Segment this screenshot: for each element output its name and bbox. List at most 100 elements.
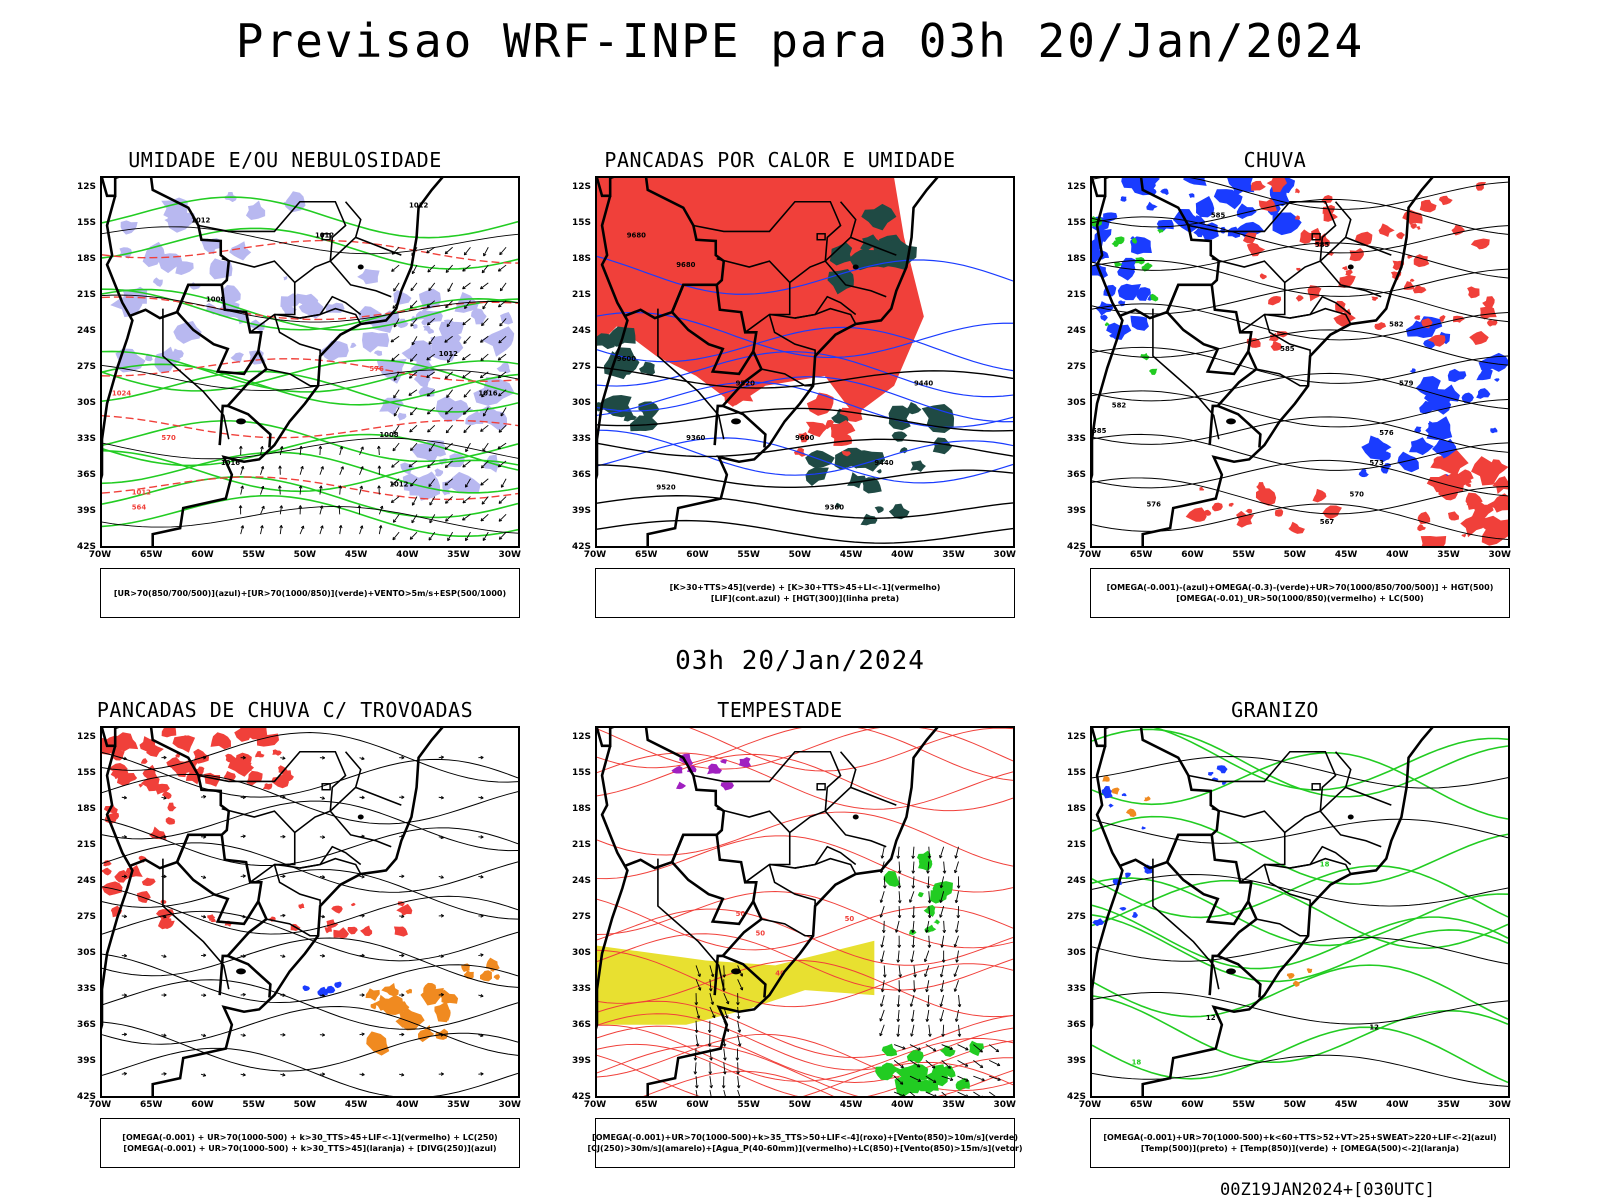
precipitable-water-contour [597, 1025, 1013, 1083]
temp850-contour-green [1092, 751, 1508, 820]
lon-tick-label: 35W [942, 1100, 965, 1110]
rain-area-red [1270, 341, 1282, 351]
wind850-vector [911, 855, 915, 859]
country-border [102, 195, 134, 480]
legend-line: [OMEGA(-0.001) + UR>70(1000-500) + k>30_… [122, 1133, 498, 1142]
omega-area-blue [1213, 189, 1243, 210]
wind-vector [427, 429, 431, 433]
omega-area-blue [1117, 283, 1142, 301]
wind850-vector [723, 965, 725, 978]
wind-vector [462, 371, 471, 379]
humidity-area-blue [412, 324, 418, 329]
omega-area-blue [1227, 178, 1255, 197]
wind-vector [390, 339, 395, 343]
temp500-contour [1092, 992, 1508, 1025]
legend-line: [K>30+TTS>45](verde) + [K>30+TTS>45+LI<-… [669, 583, 941, 592]
wind850-vector [942, 1024, 945, 1037]
streamline-arrow [440, 914, 444, 918]
instability-area-green [805, 467, 829, 487]
wind850-vector [694, 1062, 697, 1075]
df-box [321, 233, 331, 241]
hgt300-contour [597, 464, 1013, 489]
wind-vector [480, 424, 489, 432]
streamline-arrow [202, 795, 207, 799]
wind-vector [462, 353, 471, 361]
state-border [850, 236, 897, 256]
wind-vector [240, 525, 244, 535]
wind850-vector [928, 906, 931, 918]
wind-vector [445, 514, 453, 522]
wind850-vector [879, 1018, 883, 1022]
wind-vector [482, 537, 486, 542]
wind850-vector [942, 929, 947, 933]
humidity-area-blue [171, 348, 184, 359]
omega-area-blue [1100, 314, 1108, 322]
wind850-vector [897, 1024, 900, 1037]
legend-line: [Temp(500)](preto) + [Temp(850)](verde) … [1140, 1144, 1460, 1153]
lat-tick-label: 15S [1066, 768, 1086, 778]
wind-vector [278, 485, 282, 489]
humidity-area-blue [481, 326, 515, 357]
lon-tick-label: 35W [942, 550, 965, 560]
rain-area-red [1295, 295, 1304, 302]
rain-area-red [1457, 469, 1474, 481]
wind-vector [464, 300, 471, 309]
wind850-vector [896, 1033, 900, 1037]
wind850-vector [710, 973, 715, 978]
wind-vector [279, 505, 284, 509]
rain-area-red [1268, 332, 1279, 342]
wind-vector [427, 318, 436, 326]
wind-vector [498, 531, 507, 540]
temp850-contour-green [1092, 815, 1508, 885]
wind850-vector [736, 1015, 741, 1020]
contour-label: 582 [1389, 320, 1404, 328]
severe-storm-area-purple [676, 781, 687, 790]
lat-tick-label: 27S [571, 362, 591, 372]
wind-vector [444, 500, 449, 504]
wind850-vector [928, 935, 930, 948]
lon-tick-label: 40W [1386, 1100, 1409, 1110]
country-border [1092, 728, 1262, 998]
wind850-area-green [940, 1045, 956, 1057]
lon-tick-label: 70W [583, 550, 607, 560]
instability-area-green [638, 361, 656, 377]
lake-mark [357, 814, 364, 820]
lat-tick-label: 42S [571, 1092, 591, 1102]
streamline-arrow [202, 914, 207, 919]
storm-area-red [207, 914, 216, 922]
state-border [657, 858, 725, 990]
hgt500-contour [1092, 433, 1508, 471]
wind850-vector [896, 959, 900, 963]
wind850-vector [939, 974, 944, 978]
omega-area-green [1104, 322, 1110, 327]
omega-area-blue [1478, 352, 1508, 372]
country-border [102, 745, 134, 1030]
streamline-250 [102, 1005, 518, 1056]
storm-area-red [136, 891, 151, 903]
wind-vector [482, 305, 486, 310]
state-border [1263, 314, 1311, 357]
wind-vector [409, 304, 414, 309]
wind850-vector [941, 1033, 945, 1037]
wind-vector [465, 448, 469, 453]
wind-vector [260, 525, 263, 535]
wind850-vector [897, 915, 902, 919]
humidity-area-blue [350, 342, 357, 349]
wind850-vector [909, 1091, 916, 1096]
lon-tick-label: 40W [396, 1100, 419, 1110]
lat-tick-label: 27S [571, 912, 591, 922]
humidity-area-blue [310, 308, 319, 315]
hgt500-contour [1092, 390, 1508, 428]
streamline-arrow [123, 835, 127, 839]
lat-tick-label: 42S [76, 542, 96, 552]
lat-tick-label: 30S [1066, 398, 1086, 408]
wind-vector [464, 305, 468, 309]
streamline-arrow [123, 993, 127, 997]
contour-label: 564 [132, 503, 147, 511]
wind850-vector [941, 1075, 954, 1081]
country-border [1165, 833, 1250, 926]
wind-vector [391, 460, 400, 468]
wind-vector [428, 478, 436, 487]
omega-area-blue [1147, 178, 1160, 184]
wind850-vector [695, 1089, 698, 1096]
